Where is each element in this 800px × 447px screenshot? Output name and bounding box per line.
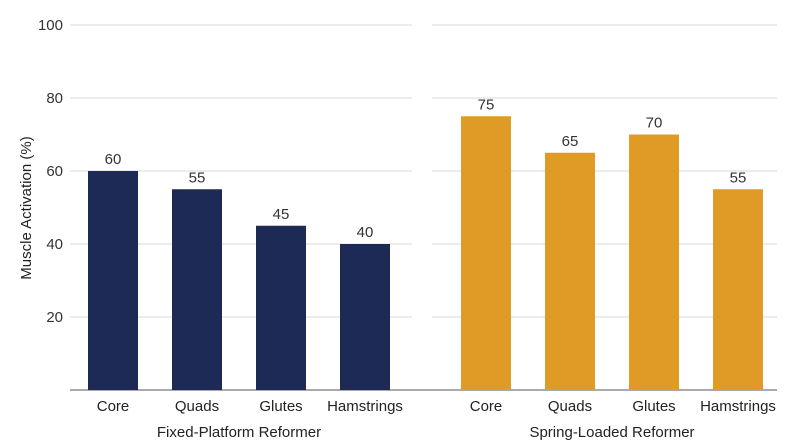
category-label: Hamstrings [700,398,776,415]
data-label: 45 [273,206,290,223]
data-label: 75 [478,96,495,113]
category-label: Hamstrings [327,398,403,415]
category-label: Core [97,398,130,415]
category-labels: Core Quads Glutes Hamstrings Core Quads Glutes… [97,398,776,415]
data-label: 65 [562,133,579,150]
category-label: Quads [175,398,219,415]
y-tick-label: 60 [46,163,63,180]
group-labels: Fixed-Platform Reformer Spring-Loaded Ref… [157,424,695,441]
bar-0-hamstrings [340,244,390,390]
y-tick-labels: 20 40 60 80 100 [38,17,63,326]
bar-1-hamstrings [713,189,763,390]
category-label: Core [470,398,503,415]
bar-1-glutes [629,134,679,390]
category-label: Quads [548,398,592,415]
data-label: 55 [730,169,747,186]
data-label: 60 [105,151,122,168]
y-axis-label: Muscle Activation (%) [18,136,35,279]
data-labels: 60 55 45 40 75 65 70 55 [105,96,747,241]
y-tick-label: 40 [46,236,63,253]
y-tick-label: 100 [38,17,63,34]
data-label: 55 [189,169,206,186]
data-label: 40 [357,224,374,241]
group-label: Spring-Loaded Reformer [529,424,694,441]
y-tick-label: 20 [46,309,63,326]
bar-1-core [461,116,511,390]
bar-0-core [88,171,138,390]
category-label: Glutes [632,398,675,415]
bar-1-quads [545,152,595,390]
bar-0-glutes [256,225,306,390]
bar-0-quads [172,189,222,390]
category-label: Glutes [259,398,302,415]
y-tick-label: 80 [46,90,63,107]
group-label: Fixed-Platform Reformer [157,424,321,441]
data-label: 70 [646,115,663,132]
bars [88,116,763,390]
